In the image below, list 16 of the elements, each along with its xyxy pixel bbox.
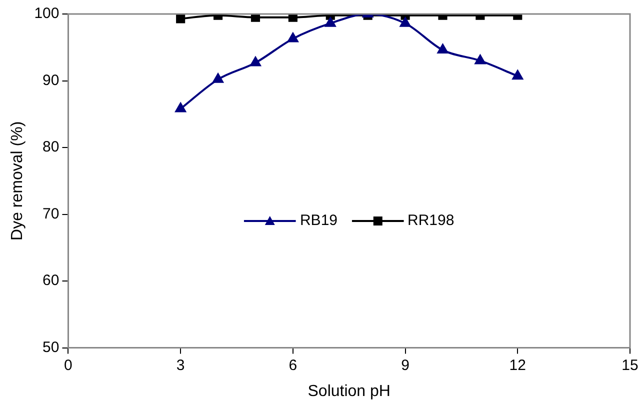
x-tick-label: 15	[622, 356, 638, 374]
legend-label: RR198	[408, 212, 454, 230]
y-tick-label: 90	[42, 72, 60, 89]
legend-label: RB19	[300, 212, 338, 230]
x-tick-label: 0	[64, 356, 72, 374]
y-axis-title: Dye removal (%)	[9, 121, 26, 240]
y-tick-label: 60	[42, 272, 60, 290]
y-tick-label: 80	[42, 138, 60, 156]
x-tick-label: 12	[509, 356, 526, 374]
x-tick-label: 6	[288, 356, 298, 374]
x-axis-title: Solution pH	[308, 382, 390, 400]
x-tick-label: 3	[176, 356, 185, 374]
y-tick-label: 100	[34, 5, 60, 22]
y-tick-label: 50	[42, 338, 60, 356]
x-tick-label: 9	[401, 356, 410, 374]
y-tick-label: 70	[42, 205, 60, 222]
